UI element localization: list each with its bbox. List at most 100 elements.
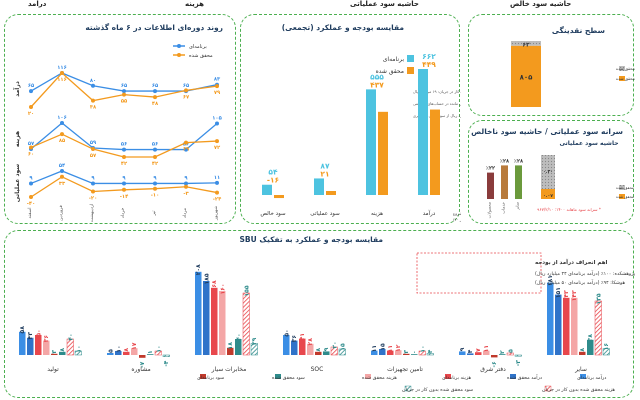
sbu-bar xyxy=(330,346,338,356)
sbu-bar-value: ۷ xyxy=(475,348,482,352)
sbu-bar-value: ۴ xyxy=(467,349,474,353)
margin-note: * سرانه سود ماهانه ۱۴۰۰: ۹۶۷/۲/۱۰ xyxy=(537,207,601,212)
trend-actual-point xyxy=(60,132,64,137)
trend-actual-label: ۷۲ xyxy=(214,145,221,151)
cash-panel: سطح نقدینگی ۸۰۵ ۶۲ تفاوت برنامه‌ای و محقق … xyxy=(468,14,635,116)
sbu-bar xyxy=(323,351,330,355)
sbu-bar xyxy=(571,297,578,355)
sbu-bar-value: ۴۰ xyxy=(235,333,242,340)
sbu-bar-value: ۳ xyxy=(403,350,410,354)
trend-month-label: فروردین xyxy=(59,205,64,221)
trend-legend-plan-marker xyxy=(177,44,181,48)
margin-total-value: ٠.٠٧ xyxy=(543,194,553,199)
sbu-bar xyxy=(371,350,378,355)
margin-panel: سرانه سود عملیاتی / حاشیه سود ناخالص حاش… xyxy=(468,120,635,224)
sbu-bar xyxy=(227,347,234,355)
sbu-bar xyxy=(315,351,322,355)
budget-note: * محقق شده بدون کار در جریان: ۱۹ میلیارد… xyxy=(413,89,461,94)
trend-actual-point xyxy=(122,92,126,97)
sbu-bar-value: ۵ xyxy=(507,349,514,353)
margin-bar-value: ٪۲۲ xyxy=(486,166,495,172)
trend-plan-point xyxy=(91,181,95,186)
sbu-bar xyxy=(51,353,58,355)
sbu-bar xyxy=(131,348,138,355)
trend-month-label: مرداد xyxy=(183,207,188,218)
sbu-bar-value: ۲۰۸ xyxy=(195,264,202,275)
budget-actual-value: ۴۴۹ xyxy=(422,60,436,69)
sbu-bar-value: ۱۶۸ xyxy=(211,280,218,291)
sbu-bar xyxy=(426,353,434,356)
sbu-bar xyxy=(467,353,474,355)
sbu-legend-swatch xyxy=(365,374,371,379)
sbu-bar xyxy=(587,339,594,355)
sbu-bar xyxy=(475,352,482,355)
sbu-bar-value: ۱۴۳ xyxy=(563,290,570,301)
trend-actual-label: -۳ xyxy=(183,191,189,197)
margin-total-diff xyxy=(541,155,555,189)
trend-panel: روند دوره‌ای اطلاعات در ۶ ماه گذشته برنا… xyxy=(4,14,236,224)
sbu-bar-value: -۶ xyxy=(491,361,498,367)
sbu-bar xyxy=(27,337,34,355)
sbu-bar xyxy=(107,353,114,355)
sbu-bar-value: -۷ xyxy=(139,361,146,367)
sbu-bar-value: ۱۵۵ xyxy=(243,285,250,296)
budget-category-label: درآمد xyxy=(423,210,436,217)
sbu-bar-value: ۳۶ xyxy=(43,335,50,343)
sbu-bar xyxy=(35,335,42,355)
margin-subtitle: حاشیه سود عملیاتی xyxy=(559,140,618,147)
sbu-bar xyxy=(139,355,146,358)
sbu-bar-value: ۳ xyxy=(51,350,58,354)
sbu-bar-value: ۳۸ xyxy=(587,334,594,342)
budget-legend-actual-swatch xyxy=(407,67,414,74)
trend-plan-label: ۵۶ xyxy=(121,142,127,148)
sbu-legend-label: هزینه محقق شده xyxy=(362,376,397,381)
sbu-bar-value: ۱ xyxy=(147,350,154,354)
sbu-bar xyxy=(594,300,602,356)
trend-chart: برنامه‌ای محقق شده درآمد ۶۵ ۱۱۶ ۸۰ ۶۵ ۶۵ ۶۵ ۸۳ ۲۰ ۱… xyxy=(12,44,223,222)
trend-actual-label: ۶۹ xyxy=(183,147,190,153)
trend-month-label: اسفند xyxy=(28,207,33,218)
trend-plan-label: ۱۱ xyxy=(214,175,220,181)
margin-bar-value: ٪۲۸ xyxy=(514,158,523,164)
budget-category-label: سود خالص xyxy=(260,211,286,217)
cash-legend-actual: محقق شده xyxy=(616,76,635,81)
sbu-bar xyxy=(411,354,418,355)
margin-legend-actual: محقق شده xyxy=(616,194,634,199)
sbu-bar xyxy=(499,354,506,355)
trend-actual-point xyxy=(215,139,219,144)
header-item-operating-margin: حاشیه سود عملیاتی xyxy=(350,0,419,8)
sbu-bar xyxy=(283,335,290,355)
sbu-bar-value: ۹ xyxy=(459,347,466,351)
trend-actual-point xyxy=(91,147,95,152)
sbu-legend-label: سود محقق شده xyxy=(272,376,305,381)
trend-actual-label: ۳۳ xyxy=(59,181,66,187)
trend-legend-plan: برنامه‌ای xyxy=(189,44,207,50)
budget-legend-plan: برنامه‌ای xyxy=(383,56,405,63)
budget-actual-value: ۴۳۷ xyxy=(370,80,384,89)
trend-actual-label: -۱۰ xyxy=(151,193,160,199)
sbu-bar-value: ۰ xyxy=(411,350,418,354)
sbu-bar-value: ۴ xyxy=(427,349,434,353)
budget-bar-actual xyxy=(430,109,440,195)
sbu-bar-value: -۴ xyxy=(163,360,170,366)
trend-actual-label: -۲۴ xyxy=(213,197,222,203)
trend-plan-label: ۶۵ xyxy=(152,83,159,89)
header-item-net-margin: حاشیه سود خالص xyxy=(510,0,572,8)
sbu-bar-value: ۱۸ xyxy=(227,342,234,350)
trend-plan-point xyxy=(184,147,188,152)
sbu-legend-label: سود محقق شده بدون کار در جریان xyxy=(402,387,473,393)
trend-plan-label: ۱۰۵ xyxy=(212,116,222,122)
cash-legend-diff-swatch xyxy=(619,66,625,71)
trend-actual-point xyxy=(91,98,95,103)
budget-bar-actual xyxy=(274,195,284,199)
trend-actual-label: -۲۰ xyxy=(89,195,98,201)
sbu-bar xyxy=(291,340,298,355)
sbu-category-label: سایر xyxy=(574,366,587,373)
sbu-bar-value: ۱۱ xyxy=(371,345,378,352)
cash-title: سطح نقدینگی xyxy=(551,26,605,35)
sbu-category-label: تامین تجهیزات xyxy=(387,366,423,373)
sbu-bar-value: ۲۸ xyxy=(307,338,314,346)
sbu-legend-label: سود برنامه‌ای xyxy=(197,375,224,381)
sbu-category-label: تولید xyxy=(47,366,59,373)
sbu-bar-value: -۳ xyxy=(515,360,522,366)
